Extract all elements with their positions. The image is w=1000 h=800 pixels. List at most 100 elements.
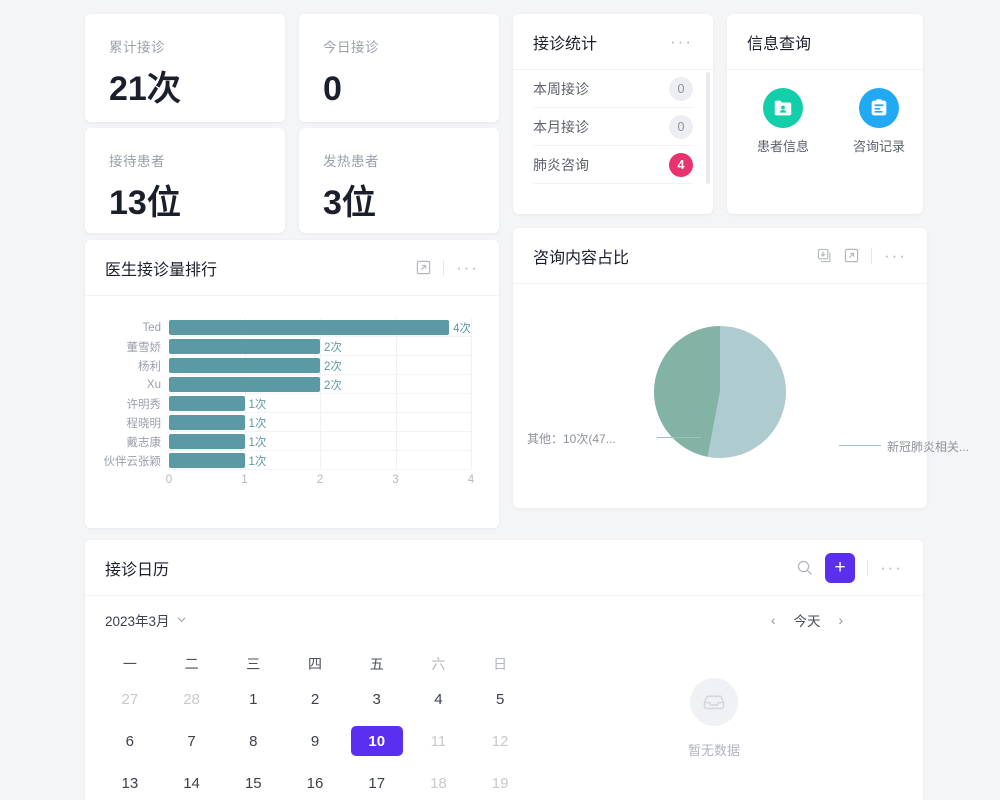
ellipsis-icon[interactable]: ···: [670, 32, 693, 51]
calendar-cell: 8: [222, 726, 284, 756]
bar-row[interactable]: 伙伴云张颖 1次: [104, 451, 471, 470]
kpi-value: 21次: [109, 70, 181, 108]
card-header: 接诊日历 + ···: [85, 540, 923, 596]
kpi-value: 13位: [109, 184, 181, 222]
bar-row[interactable]: 董雪娇 2次: [127, 337, 471, 356]
stat-badge: 0: [669, 114, 693, 139]
search-icon[interactable]: [796, 559, 813, 576]
calendar-day[interactable]: 15: [244, 774, 262, 792]
bar-row[interactable]: 杨利 2次: [138, 356, 471, 375]
x-axis-tick: 2: [316, 474, 324, 486]
bar-category-label: 杨利: [138, 360, 161, 373]
bar-row[interactable]: Xu 2次: [147, 375, 471, 394]
ellipsis-icon[interactable]: ···: [880, 558, 903, 577]
month-selector[interactable]: 2023年3月: [105, 610, 187, 630]
calendar-cell: 19: [469, 768, 531, 798]
calendar-day[interactable]: 2: [310, 690, 320, 708]
calendar-weekday-header: 日: [493, 656, 508, 672]
calendar-day[interactable]: 9: [310, 732, 320, 750]
query-item-consult-records[interactable]: 咨询记录: [853, 88, 905, 155]
calendar-cell: 17: [346, 768, 408, 798]
calendar-day[interactable]: 5: [495, 690, 505, 708]
pie-leader-line-right: [839, 445, 881, 446]
calendar-day[interactable]: 13: [121, 774, 139, 792]
bar-row[interactable]: Ted 4次: [142, 318, 471, 337]
scrollbar[interactable]: [706, 72, 710, 184]
bar-fill: [169, 453, 245, 468]
divider: [443, 259, 445, 276]
card-title: 信息查询: [747, 35, 812, 53]
pie-svg: [653, 326, 786, 458]
calendar-day[interactable]: 18: [430, 774, 447, 792]
kpi-card-total-visits: 累计接诊 21次: [85, 14, 285, 122]
next-month-button[interactable]: ›: [838, 612, 844, 628]
today-button[interactable]: 今天: [793, 614, 821, 629]
reception-calendar-card: 接诊日历 + ··· 2023年3月: [85, 540, 923, 800]
row-separator: [169, 374, 471, 375]
bar-category-label: Xu: [146, 378, 161, 391]
bar-row[interactable]: 许明秀 1次: [127, 394, 471, 413]
header-actions: ···: [817, 247, 907, 264]
add-button[interactable]: +: [825, 552, 856, 583]
doctor-ranking-chart-card: 医生接诊量排行 ··· Ted 4次 董雪娇 2次 杨利 2次 Xu 2次 许明秀 1次 程晓明 1次…: [85, 240, 499, 528]
calendar-day[interactable]: 1: [249, 690, 258, 708]
bar-value-label: 2次: [324, 341, 342, 354]
header-actions: ···: [670, 33, 693, 50]
stat-badge: 0: [669, 76, 693, 101]
stat-row[interactable]: 本周接诊 0: [533, 70, 693, 108]
calendar-day[interactable]: 19: [491, 774, 509, 792]
expand-icon[interactable]: [844, 248, 859, 263]
calendar-toolbar: 2023年3月 ‹ 今天 ›: [85, 596, 923, 636]
calendar-day[interactable]: 12: [491, 732, 509, 750]
bar-fill: [169, 339, 320, 354]
calendar-grid: 一二三四五六日 27 28 1 2 3 4 5 6 7 8 9 10 11 12 13 14 15 16 17 18 19…: [85, 636, 545, 800]
calendar-weekday-header: 一: [122, 656, 137, 672]
calendar-day[interactable]: 4: [434, 690, 443, 708]
x-axis-tick: 3: [392, 474, 399, 486]
stat-row[interactable]: 本月接诊 0: [533, 108, 693, 146]
save-icon[interactable]: [817, 248, 832, 263]
empty-state-text: 暂无数据: [687, 742, 740, 758]
calendar-day[interactable]: 14: [183, 774, 200, 792]
expand-icon[interactable]: [416, 260, 431, 275]
bar-row[interactable]: 程晓明 1次: [127, 413, 471, 432]
stat-row[interactable]: 肺炎咨询 4: [533, 146, 693, 184]
prev-month-button[interactable]: ‹: [771, 612, 776, 628]
calendar-cell: 11: [408, 726, 470, 756]
bar-fill: [169, 415, 245, 430]
pie-slice[interactable]: [707, 326, 786, 458]
calendar-day[interactable]: 28: [183, 690, 200, 708]
calendar-day[interactable]: 16: [306, 774, 324, 792]
calendar-day[interactable]: 8: [249, 732, 258, 750]
calendar-cell: 18: [408, 768, 470, 798]
calendar-day[interactable]: 11: [430, 732, 447, 750]
pie-slice[interactable]: [653, 326, 720, 457]
card-header: 医生接诊量排行 ···: [85, 240, 499, 296]
bar-category-label: 程晓明: [126, 417, 162, 430]
calendar-day[interactable]: 27: [121, 690, 139, 708]
calendar-day-selected[interactable]: 10: [350, 726, 403, 756]
kpi-value: 3位: [323, 184, 376, 222]
calendar-day[interactable]: 6: [125, 732, 135, 750]
query-item-patient-info[interactable]: 患者信息: [757, 88, 809, 155]
x-axis-tick: 1: [241, 474, 248, 486]
x-axis-tick: 0: [165, 474, 173, 486]
calendar-cell: 5: [469, 684, 531, 714]
calendar-cell: 1: [222, 684, 284, 714]
calendar-day[interactable]: 17: [368, 774, 386, 792]
ellipsis-icon[interactable]: ···: [456, 258, 479, 277]
row-separator: [169, 412, 471, 413]
calendar-cell: 28: [161, 684, 223, 714]
calendar-day[interactable]: 7: [187, 732, 196, 750]
ellipsis-icon[interactable]: ···: [884, 246, 907, 265]
bar-value-label: 1次: [248, 398, 267, 411]
gridline: [471, 318, 472, 469]
bar-row[interactable]: 戴志康 1次: [127, 432, 471, 451]
bar-chart-body: Ted 4次 董雪娇 2次 杨利 2次 Xu 2次 许明秀 1次 程晓明 1次 戴志康 1次 伙伴云张颖 1次…: [85, 296, 499, 494]
calendar-day[interactable]: 3: [372, 690, 381, 708]
row-separator: [169, 355, 471, 356]
card-title: 咨询内容占比: [533, 249, 630, 267]
bar-value-label: 4次: [453, 322, 471, 335]
pie-chart-body: 其他：10次(47... 新冠肺炎相关...: [513, 284, 969, 502]
